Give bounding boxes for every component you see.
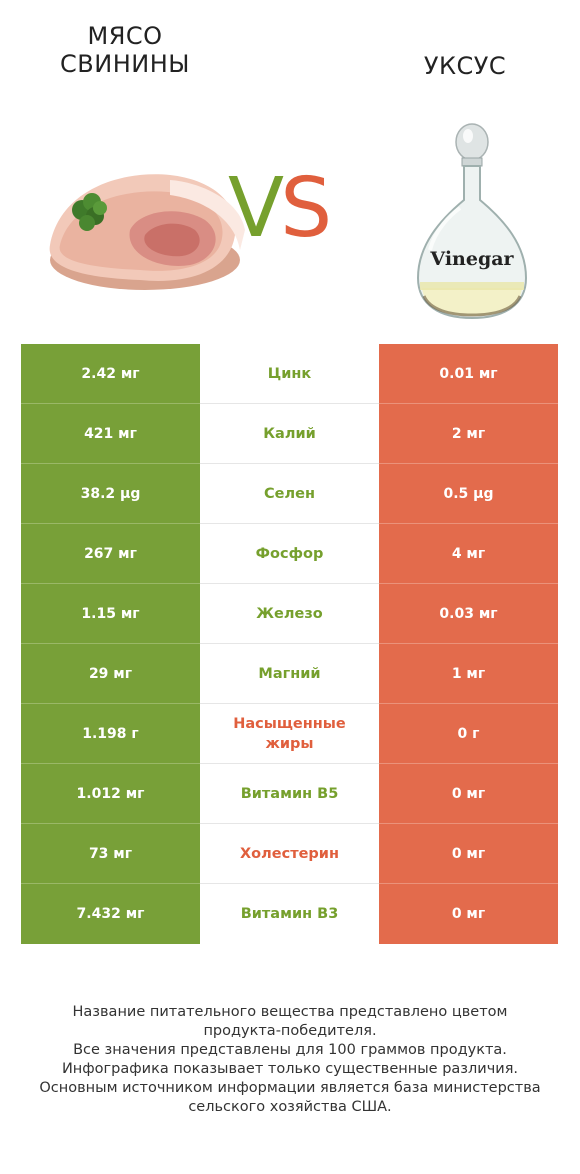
table-row: 1.198 г Насыщенные жиры 0 г bbox=[21, 704, 558, 764]
footnote-line: Инфографика показывает только существенн… bbox=[61, 1061, 519, 1077]
pork-value: 1.198 г bbox=[21, 704, 200, 764]
vinegar-value: 0 мг bbox=[379, 824, 558, 884]
vinegar-value: 0 мг bbox=[379, 764, 558, 824]
vinegar-value: 4 мг bbox=[379, 524, 558, 584]
pork-value: 38.2 µg bbox=[21, 464, 200, 524]
table-row: 267 мг Фосфор 4 мг bbox=[21, 524, 558, 584]
nutrient-name: Цинк bbox=[200, 344, 379, 404]
vinegar-value: 1 мг bbox=[379, 644, 558, 704]
footnote-line: Все значения представлены для 100 граммо… bbox=[73, 1042, 507, 1058]
pork-value: 73 мг bbox=[21, 824, 200, 884]
vinegar-value: 0.5 µg bbox=[379, 464, 558, 524]
pork-value: 421 мг bbox=[21, 404, 200, 464]
footnote: Название питательного вещества представл… bbox=[20, 1003, 560, 1117]
pork-value: 1.012 мг bbox=[21, 764, 200, 824]
pork-value: 29 мг bbox=[21, 644, 200, 704]
pork-value: 2.42 мг bbox=[21, 344, 200, 404]
nutrient-name: Витамин B3 bbox=[200, 884, 379, 944]
vs-v: V bbox=[228, 161, 284, 256]
left-title-line2: СВИНИНЫ bbox=[60, 50, 190, 78]
footnote-line: Название питательного вещества представл… bbox=[72, 1004, 508, 1020]
table-row: 38.2 µg Селен 0.5 µg bbox=[21, 464, 558, 524]
nutrient-name: Холестерин bbox=[200, 824, 379, 884]
vinegar-value: 0 мг bbox=[379, 884, 558, 944]
pork-value: 1.15 мг bbox=[21, 584, 200, 644]
vs-s: S bbox=[280, 161, 332, 256]
table-row: 73 мг Холестерин 0 мг bbox=[21, 824, 558, 884]
nutrient-name: Селен bbox=[200, 464, 379, 524]
pork-value: 7.432 мг bbox=[21, 884, 200, 944]
nutrient-name: Железо bbox=[200, 584, 379, 644]
vs-label: VS bbox=[228, 168, 332, 250]
table-row: 2.42 мг Цинк 0.01 мг bbox=[21, 344, 558, 404]
pork-value: 267 мг bbox=[21, 524, 200, 584]
vinegar-value: 0.01 мг bbox=[379, 344, 558, 404]
table-row: 29 мг Магний 1 мг bbox=[21, 644, 558, 704]
vinegar-value: 2 мг bbox=[379, 404, 558, 464]
vinegar-value: 0.03 мг bbox=[379, 584, 558, 644]
footnote-line: продукта-победителя. bbox=[203, 1023, 377, 1039]
vinegar-bottle-image: Vinegar bbox=[416, 123, 528, 320]
nutrient-name: Калий bbox=[200, 404, 379, 464]
vinegar-value: 0 г bbox=[379, 704, 558, 764]
nutrient-name: Фосфор bbox=[200, 524, 379, 584]
nutrient-name: Насыщенные жиры bbox=[200, 704, 379, 764]
table-row: 7.432 мг Витамин B3 0 мг bbox=[21, 884, 558, 944]
nutrient-name: Витамин B5 bbox=[200, 764, 379, 824]
vinegar-label-text: Vinegar bbox=[429, 248, 514, 270]
table-row: 421 мг Калий 2 мг bbox=[21, 404, 558, 464]
table-row: 1.012 мг Витамин B5 0 мг bbox=[21, 764, 558, 824]
pork-image bbox=[49, 174, 245, 290]
left-product-title: МЯСО СВИНИНЫ bbox=[0, 22, 250, 78]
table-row: 1.15 мг Железо 0.03 мг bbox=[21, 584, 558, 644]
left-title-line1: МЯСО bbox=[87, 22, 163, 50]
footnote-line: Основным источником информации является … bbox=[39, 1080, 541, 1096]
nutrient-name: Магний bbox=[200, 644, 379, 704]
footnote-line: сельского хозяйства США. bbox=[188, 1099, 392, 1115]
comparison-table: 2.42 мг Цинк 0.01 мг 421 мг Калий 2 мг 38.2 µg… bbox=[21, 344, 558, 944]
right-product-title: УКСУС bbox=[423, 52, 507, 80]
